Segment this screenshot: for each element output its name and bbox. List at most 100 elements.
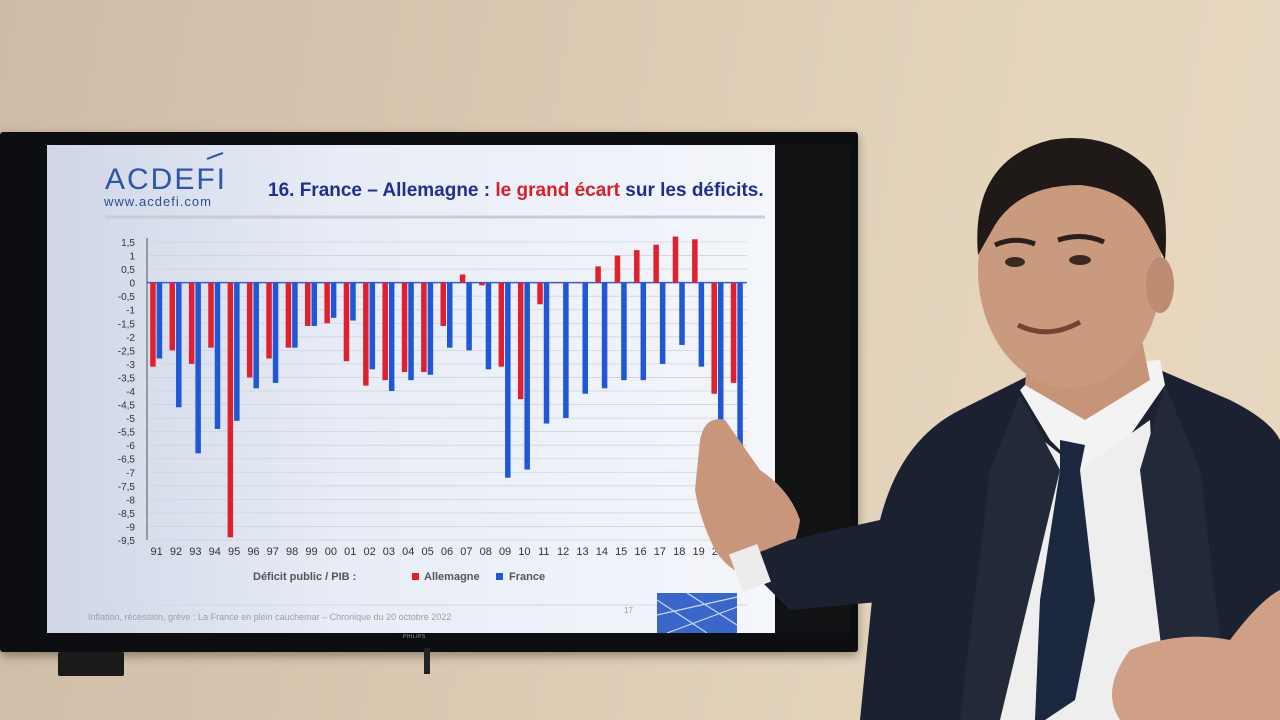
- y-tick-label: -6,5: [118, 455, 136, 466]
- x-tick-label: 16: [634, 546, 646, 558]
- x-tick-label: 07: [460, 546, 472, 558]
- x-tick-label: 15: [615, 546, 627, 558]
- bar-allemagne-08: [479, 282, 485, 286]
- bar-allemagne-12: [556, 282, 563, 284]
- bar-france-19: [698, 282, 705, 367]
- x-tick-label: 03: [383, 546, 395, 558]
- bar-allemagne-16: [634, 250, 640, 283]
- bar-allemagne-13: [575, 282, 582, 284]
- bar-france-10: [524, 282, 530, 470]
- slide-title-part1: 16. France – Allemagne :: [268, 180, 495, 201]
- bar-france-20: [717, 282, 724, 524]
- bar-france-08: [485, 282, 492, 370]
- bar-allemagne-19: [692, 239, 698, 283]
- presenter-brows: [993, 234, 1106, 248]
- presenter-arm-left: [740, 520, 900, 610]
- legend-swatch-allemagne: [412, 573, 419, 580]
- slide-footer: Inflation, récession, grève : La France …: [88, 612, 451, 622]
- y-tick-label: 0,5: [121, 265, 135, 276]
- x-tick-label: 17: [654, 546, 666, 558]
- y-tick-label: 1,5: [121, 238, 135, 249]
- bar-allemagne-04: [401, 282, 408, 373]
- bar-allemagne-93: [188, 282, 195, 364]
- slide-canvas: ACDEFI www.acdefi.com 16. France – Allem…: [87, 152, 765, 633]
- y-tick-label: -9: [126, 522, 135, 533]
- y-tick-label: 1: [129, 252, 135, 263]
- bar-france-14: [601, 282, 608, 389]
- bar-allemagne-00: [324, 282, 330, 324]
- x-tick-label: 92: [170, 546, 182, 558]
- tv-stand-left: [58, 652, 124, 676]
- x-tick-label: 01: [344, 546, 356, 558]
- deficit-chart: 1,5 1 0,5 0 -0,5 -1 -1,5 -2 -2,5 -3 -3,5 -4 -4,5 -5 -5…: [118, 236, 747, 558]
- x-tick-label: 05: [422, 546, 434, 558]
- bar-france-07: [466, 282, 472, 351]
- slide-page-number: 17: [624, 606, 633, 615]
- y-tick-label: 0: [129, 279, 135, 290]
- bar-france-97: [272, 282, 279, 383]
- presenter-hand-left: [695, 419, 800, 576]
- x-tick-label: 06: [441, 546, 453, 558]
- presenter-eye-right: [1069, 255, 1091, 265]
- x-tick-label: 18: [673, 546, 685, 558]
- y-tick-label: -4: [126, 387, 135, 398]
- tv-stand-right: [424, 648, 430, 674]
- bar-allemagne-95: [227, 282, 234, 538]
- slide-logo-url: www.acdefi.com: [103, 194, 212, 209]
- bar-france-98: [292, 282, 298, 348]
- x-tick-label: 19: [692, 546, 704, 558]
- y-tick-label: -9,5: [118, 536, 136, 547]
- bar-france-18: [679, 282, 685, 345]
- bar-france-96: [253, 282, 259, 389]
- x-tick-label: 10: [518, 546, 530, 558]
- x-tick-label: 96: [247, 546, 259, 558]
- bar-allemagne-10: [517, 282, 524, 400]
- y-tick-label: -6: [126, 441, 135, 452]
- bar-allemagne-92: [169, 282, 176, 351]
- y-tick-label: -8: [126, 495, 135, 506]
- shirt-cuff-left: [729, 544, 771, 592]
- x-tick-label: 93: [189, 546, 201, 558]
- bar-france-05: [427, 282, 434, 375]
- y-tick-label: -7,5: [118, 482, 136, 493]
- bar-france-92: [176, 282, 182, 408]
- bar-france-02: [369, 282, 376, 370]
- y-tick-label: -2: [126, 333, 135, 344]
- y-tick-label: -5: [126, 414, 135, 425]
- y-tick-label: -8,5: [118, 509, 136, 520]
- bar-france-93: [195, 282, 201, 454]
- bar-allemagne-02: [363, 282, 369, 386]
- bar-france-04: [408, 282, 414, 381]
- x-tick-label: 98: [286, 546, 298, 558]
- bar-allemagne-96: [246, 282, 253, 378]
- bar-allemagne-18: [672, 236, 679, 283]
- bar-allemagne-21: [730, 282, 737, 383]
- bar-france-21: [737, 282, 743, 459]
- globe-graphic-icon: [656, 592, 738, 633]
- x-tick-label: 04: [402, 546, 414, 558]
- bar-france-16: [640, 282, 647, 381]
- bar-france-99: [311, 282, 318, 326]
- suit-lapel-right: [1140, 385, 1230, 720]
- presenter-tie: [1035, 440, 1095, 720]
- bar-allemagne-94: [208, 282, 214, 348]
- bar-allemagne-17: [653, 244, 659, 283]
- bar-france-17: [659, 282, 666, 364]
- x-tick-label: 99: [305, 546, 317, 558]
- bar-france-95: [234, 282, 240, 421]
- bar-france-03: [388, 282, 395, 391]
- bar-france-15: [621, 282, 627, 381]
- bar-france-13: [582, 282, 588, 394]
- x-tick-label: 08: [480, 546, 492, 558]
- bar-allemagne-98: [285, 282, 292, 348]
- bar-allemagne-06: [440, 282, 446, 326]
- bar-allemagne-20: [711, 282, 717, 394]
- legend-swatch-france: [496, 573, 503, 580]
- bar-allemagne-09: [498, 282, 505, 367]
- logo-swoosh-icon: [206, 152, 224, 160]
- bar-allemagne-03: [382, 282, 388, 381]
- presenter-eye-left: [1005, 257, 1025, 267]
- y-tick-label: -0,5: [118, 292, 136, 303]
- x-tick-label: 14: [596, 546, 608, 558]
